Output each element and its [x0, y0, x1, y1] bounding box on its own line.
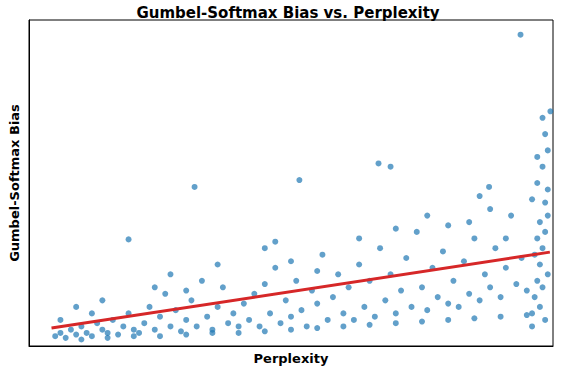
svg-text:Gumbel-Softmax Bias vs. Perple: Gumbel-Softmax Bias vs. Perplexity — [136, 4, 439, 22]
svg-text:Perplexity: Perplexity — [254, 351, 329, 366]
svg-text:Gumbel-Softmax Bias: Gumbel-Softmax Bias — [7, 104, 22, 262]
